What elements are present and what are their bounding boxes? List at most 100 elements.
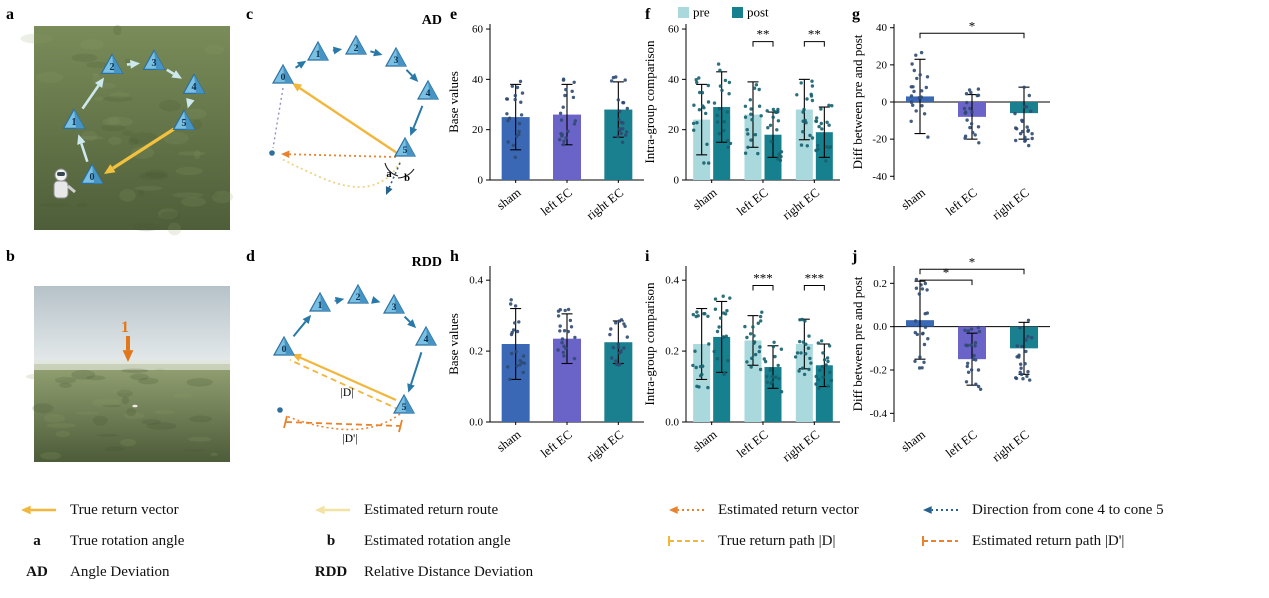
bar (713, 107, 731, 180)
estimated-return-vector-arrow (281, 150, 397, 158)
axes: 0.0 0.2 0.4 (469, 266, 644, 429)
svg-text:1: 1 (318, 301, 323, 311)
y-tick-label: 0.2 (469, 346, 483, 358)
cone-icon: 3 (382, 293, 406, 314)
data-points (712, 62, 733, 149)
svg-text:1: 1 (316, 50, 321, 60)
data-points (795, 79, 815, 148)
y-axis-label: Base values (446, 313, 461, 375)
significance-label: *** (753, 271, 773, 286)
diagram-title-ad: AD (422, 13, 442, 28)
arrow-solid-icon (310, 502, 352, 518)
error-bar (510, 307, 522, 381)
angle-a-label: a (386, 169, 392, 180)
data-points (506, 298, 527, 381)
y-tick-label: -0.4 (870, 408, 888, 420)
significance-bracket (919, 279, 973, 286)
estimated-return-curve (285, 413, 401, 431)
y-axis-label: Base values (446, 71, 461, 133)
svg-text:3: 3 (394, 56, 399, 66)
legend-label: True return path |D| (718, 532, 836, 549)
cone-icon: 5 (393, 136, 417, 157)
y-tick-label: 0.0 (873, 321, 887, 333)
error-bar (561, 313, 573, 365)
cone-icon: 0 (271, 63, 295, 84)
series-legend: pre post (678, 5, 769, 20)
svg-text:2: 2 (110, 62, 115, 73)
data-points (691, 310, 711, 390)
dashed-ticks-icon (664, 533, 706, 549)
y-tick-label: 0.2 (665, 346, 679, 358)
data-points (765, 107, 784, 163)
data-points (743, 83, 763, 156)
axes: 0.0 0.2 0.4 (665, 266, 840, 429)
data-points (743, 310, 764, 372)
y-tick-label: 40 (876, 22, 888, 34)
legend-symbol: AD (26, 563, 48, 580)
significance-label: * (943, 265, 950, 280)
error-bar (818, 106, 830, 158)
svg-text:2: 2 (354, 44, 359, 54)
svg-text:3: 3 (392, 303, 397, 313)
y-axis-label: Diff between pre and post (850, 276, 865, 411)
legend-item-true-return-path-d: True return path |D| (664, 531, 836, 551)
cone-icon: 4 (414, 325, 438, 346)
estimated-endpoint-dot (269, 150, 275, 156)
significance-label: ** (808, 27, 821, 42)
goal-marker: 1 (121, 319, 134, 362)
y-tick-label: 0 (674, 175, 680, 187)
true-return-vector-arrow (104, 127, 175, 174)
significance-bracket (803, 41, 825, 47)
cone-icon: 0 (272, 335, 296, 356)
y-tick-label: 60 (668, 24, 680, 36)
svg-text:4: 4 (192, 82, 197, 93)
data-points (556, 307, 577, 361)
estimated-offset-line (272, 87, 284, 149)
panel-label-b: b (6, 248, 15, 265)
svg-text:2: 2 (356, 293, 361, 303)
cone-icon: 4 (416, 79, 440, 100)
post-label: post (747, 5, 769, 20)
cone4-to-cone5-direction-arrow (385, 162, 401, 195)
legend-label: Relative Distance Deviation (364, 563, 534, 580)
cone-icon: 2 (346, 283, 370, 304)
legend-item-estimated-rotation-angle: b Estimated rotation angle (310, 531, 511, 551)
legend-item-relative-distance-deviation: RDD Relative Distance Deviation (310, 562, 533, 582)
cone-icon: 3 (142, 49, 166, 70)
legend-label: Estimated rotation angle (364, 532, 511, 549)
y-tick-label: 40 (472, 74, 484, 86)
data-points (609, 75, 629, 144)
angle-b-label: b (404, 173, 410, 184)
svg-text:0: 0 (90, 172, 95, 183)
legend-item-estimated-return-vector: Estimated return vector (664, 500, 859, 520)
significance-bracket (803, 285, 825, 291)
legend-label: Direction from cone 4 to cone 5 (972, 501, 1164, 518)
legend-label: Estimated return route (364, 501, 499, 518)
legend-item-estimated-return-route: Estimated return route (310, 500, 498, 520)
significance-bracket (752, 41, 774, 47)
legend-label: Estimated return path |D'| (972, 532, 1125, 549)
svg-text:5: 5 (402, 403, 407, 413)
cone-icon: 3 (384, 46, 408, 67)
panel-label-i: i (645, 248, 650, 265)
bar (693, 344, 711, 422)
data-points (712, 294, 732, 377)
diagram-relative-distance-deviation: |D| |D'| 0 1 2 3 4 5 RDD (272, 255, 442, 445)
data-points (1014, 318, 1034, 382)
significance-bracket (919, 32, 1025, 39)
data-points (558, 77, 577, 147)
cone-icon: 2 (344, 34, 368, 55)
data-points (505, 79, 525, 159)
significance-label: * (969, 254, 976, 269)
y-tick-label: 40 (668, 74, 680, 86)
significance-label: * (969, 18, 976, 33)
diagram-title-rdd: RDD (412, 255, 442, 270)
panel-label-f: f (645, 6, 651, 23)
data-points (608, 318, 629, 367)
cone-icon: 5 (392, 393, 416, 414)
